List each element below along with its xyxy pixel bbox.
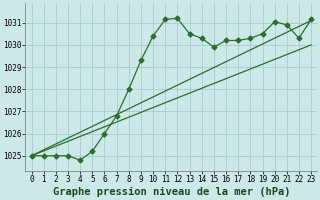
- X-axis label: Graphe pression niveau de la mer (hPa): Graphe pression niveau de la mer (hPa): [52, 187, 290, 197]
